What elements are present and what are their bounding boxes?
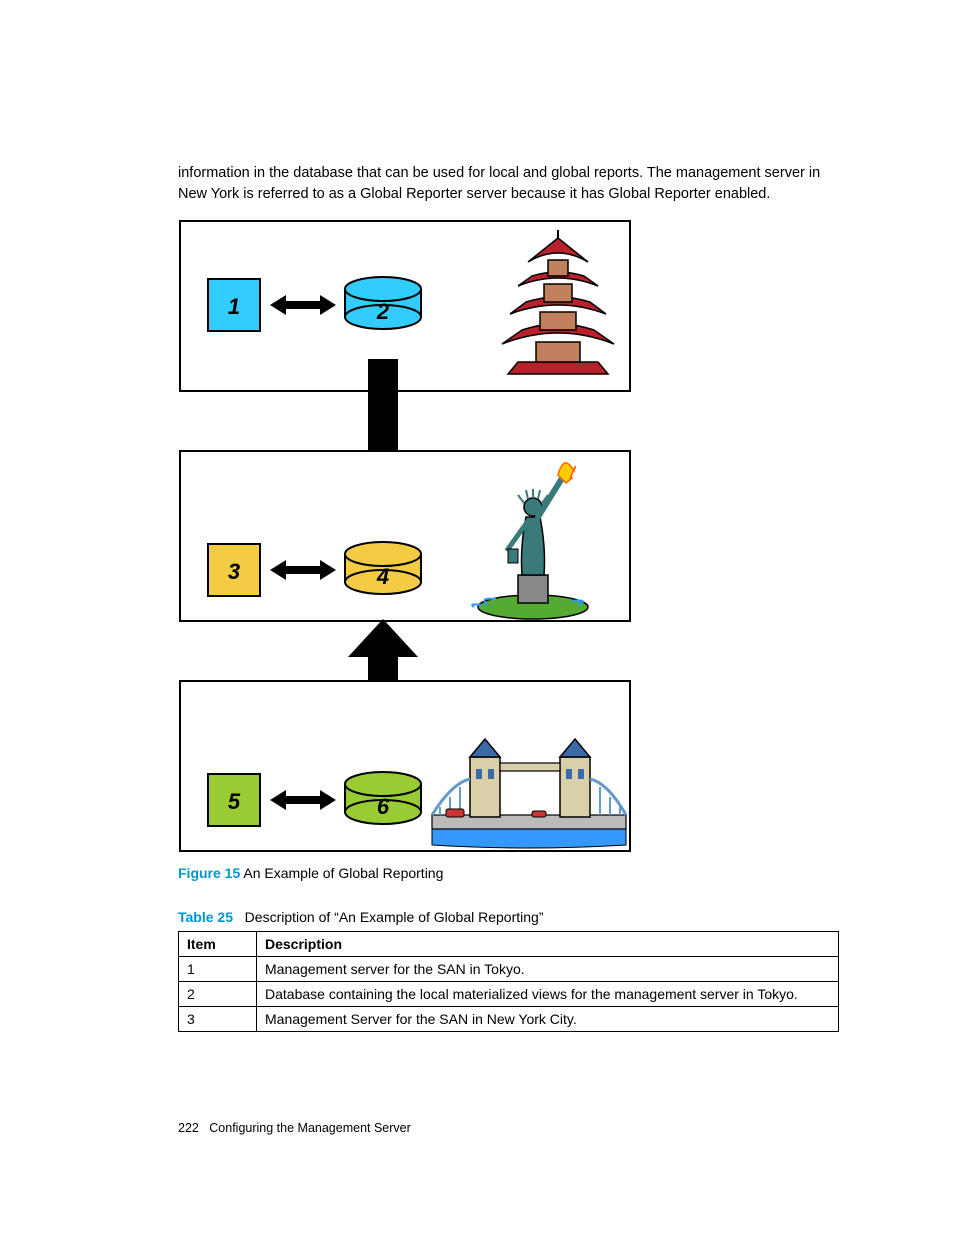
cell-item: 3 [179,1007,257,1032]
cell-desc: Management Server for the SAN in New Yor… [257,1007,839,1032]
intro-paragraph: information in the database that can be … [178,163,839,205]
page: information in the database that can be … [0,0,954,1235]
figure-15: 1 2 [178,219,839,881]
panel-london: 5 6 [180,681,630,851]
description-table: Item Description 1 Management server for… [178,931,839,1032]
table-header-row: Item Description [179,932,839,957]
col-description: Description [257,932,839,957]
table-row: 1 Management server for the SAN in Tokyo… [179,957,839,982]
cell-desc: Management server for the SAN in Tokyo. [257,957,839,982]
database-4: 4 [345,542,421,594]
server-label-1: 1 [228,294,240,319]
figure-caption-text: An Example of Global Reporting [243,865,443,881]
server-label-5: 5 [228,789,241,814]
table-caption-text: Description of “An Example of Global Rep… [245,909,544,925]
table-caption: Table 25 Description of “An Example of G… [178,909,839,925]
panel-tokyo: 1 2 [180,221,630,391]
col-item: Item [179,932,257,957]
database-label-2: 2 [376,299,390,324]
table-label: Table 25 [178,909,233,925]
panel-newyork: 3 4 [180,451,630,621]
cell-item: 2 [179,982,257,1007]
figure-svg: 1 2 [178,219,633,859]
page-footer: 222 Configuring the Management Server [178,1121,411,1135]
database-label-4: 4 [376,564,389,589]
cell-item: 1 [179,957,257,982]
database-6: 6 [345,772,421,824]
figure-caption: Figure 15 An Example of Global Reporting [178,865,839,881]
footer-text: Configuring the Management Server [209,1121,411,1135]
figure-label: Figure 15 [178,865,240,881]
database-label-6: 6 [377,794,390,819]
page-number: 222 [178,1121,199,1135]
server-label-3: 3 [228,559,240,584]
table-row: 2 Database containing the local material… [179,982,839,1007]
database-2: 2 [345,277,421,329]
cell-desc: Database containing the local materializ… [257,982,839,1007]
table-row: 3 Management Server for the SAN in New Y… [179,1007,839,1032]
